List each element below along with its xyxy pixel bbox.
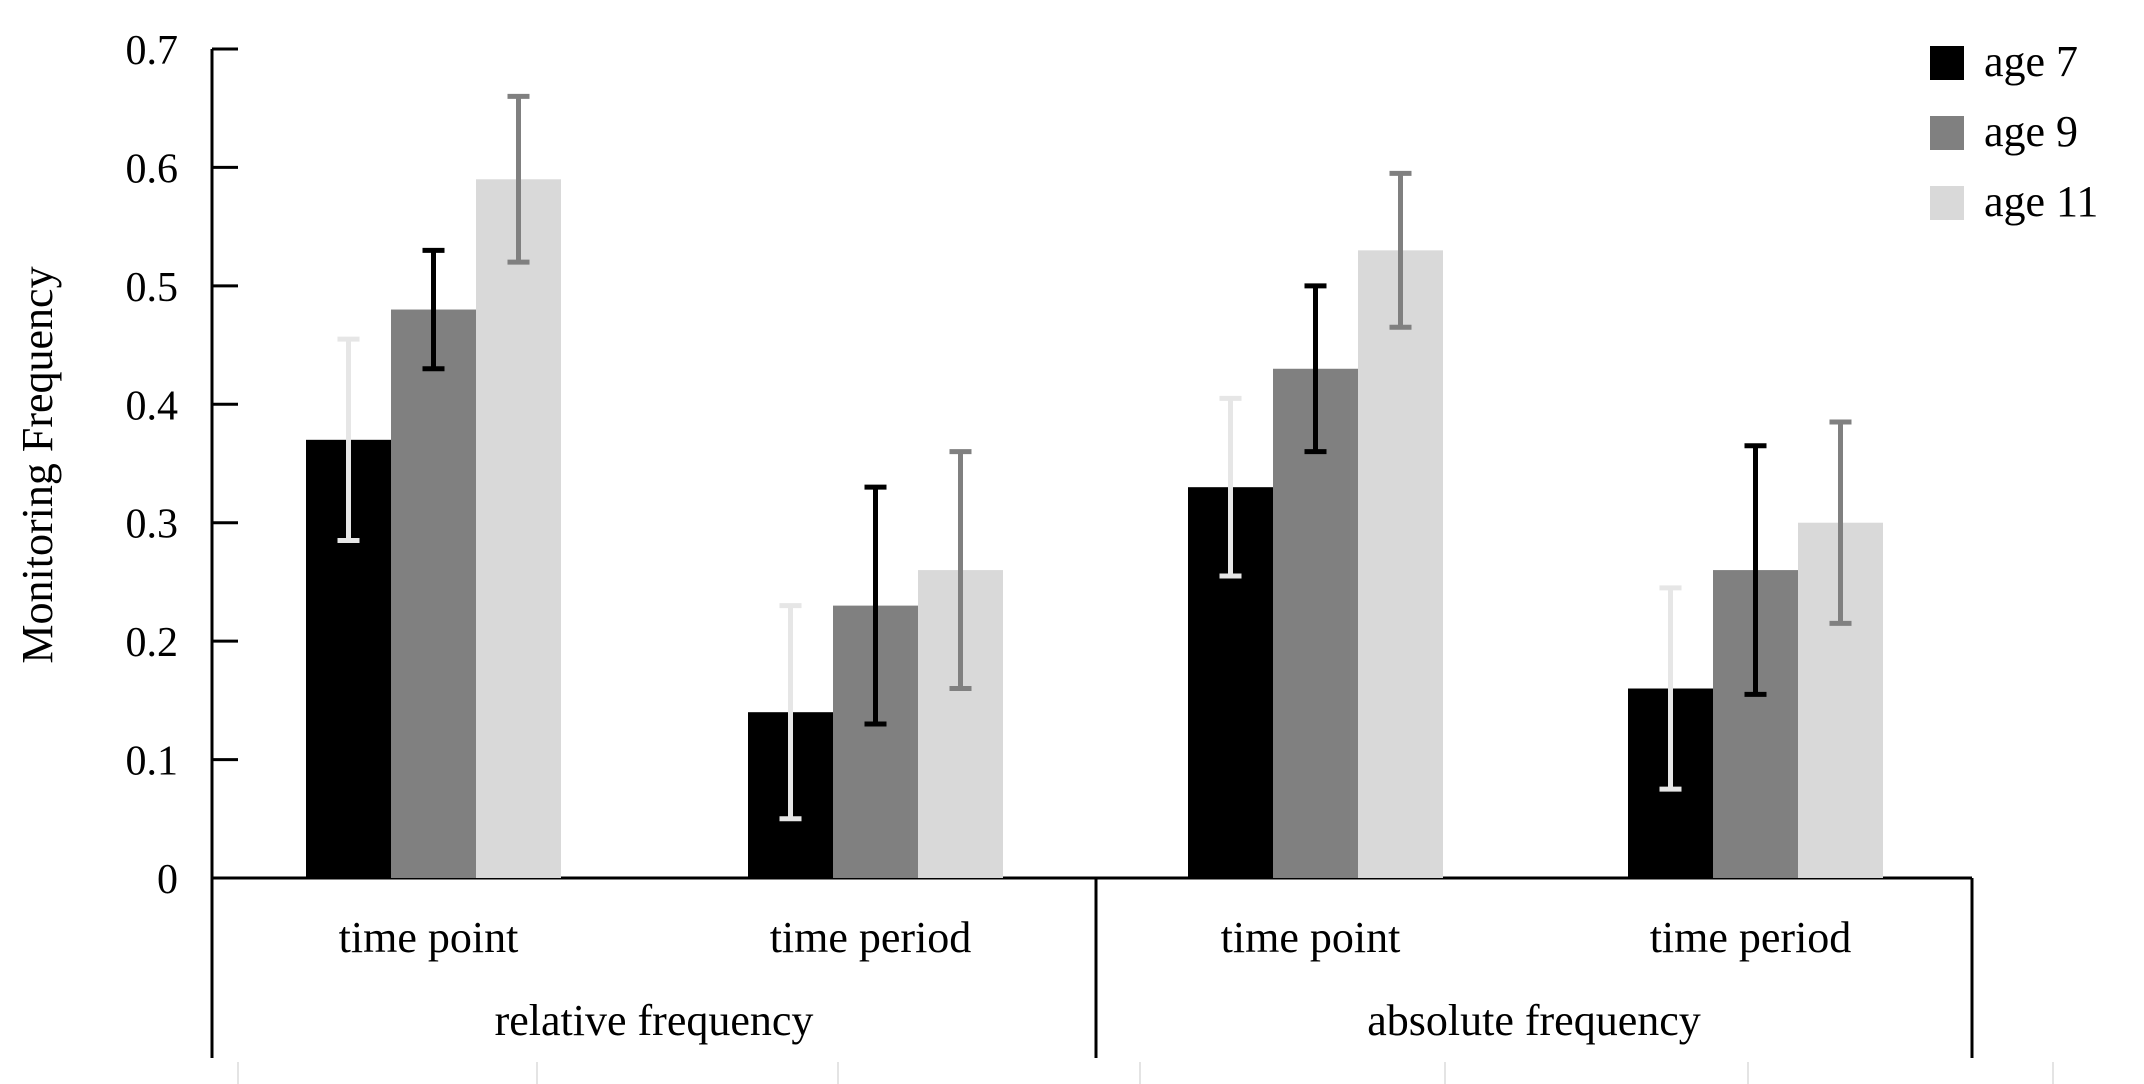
y-tick-label: 0.4 [126, 383, 179, 429]
x-category-label: time point [339, 913, 519, 962]
y-tick-label: 0.2 [126, 620, 179, 666]
y-tick-label: 0.1 [126, 739, 179, 785]
x-group-label: absolute frequency [1367, 996, 1701, 1045]
y-tick-label: 0 [157, 857, 178, 903]
y-axis-ticks: 0 0.1 0.2 0.3 0.4 0.5 0.6 0.7 [126, 28, 238, 903]
y-tick-label: 0.6 [126, 146, 179, 192]
legend-label: age 9 [1984, 107, 2078, 156]
x-category-label: time period [1650, 913, 1852, 962]
error-bars [337, 93, 1852, 822]
legend: age 7 age 9 age 11 [1930, 37, 2098, 226]
bar [1358, 250, 1443, 879]
legend-label: age 7 [1984, 37, 2078, 86]
legend-swatch [1930, 46, 1964, 80]
y-axis-title: Monitoring Frequency [13, 266, 62, 663]
bar [476, 179, 561, 878]
legend-swatch [1930, 116, 1964, 150]
x-category-label: time period [770, 913, 972, 962]
y-tick-label: 0.3 [126, 502, 179, 548]
legend-swatch [1930, 186, 1964, 220]
x-group-label: relative frequency [495, 996, 814, 1045]
x-category-label: time point [1221, 913, 1401, 962]
bar [391, 309, 476, 878]
legend-label: age 11 [1984, 177, 2098, 226]
y-tick-label: 0.5 [126, 265, 179, 311]
bars [306, 179, 1883, 879]
y-tick-label: 0.7 [126, 28, 179, 74]
x-axis-labels: time point time period time point time peri… [339, 913, 1852, 1045]
